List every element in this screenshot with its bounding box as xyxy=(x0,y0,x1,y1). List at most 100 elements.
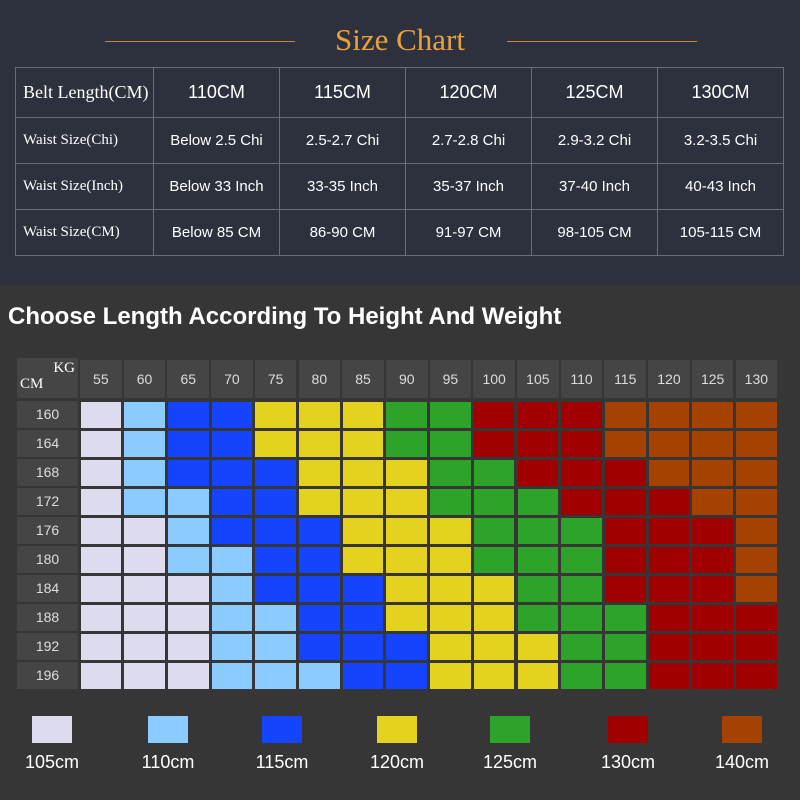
size-cell: 125CM xyxy=(531,67,658,118)
legend-label: 125cm xyxy=(482,752,538,772)
grid-cell xyxy=(124,604,165,631)
grid-cell xyxy=(561,401,602,428)
grid-cell xyxy=(255,633,296,660)
size-cell: 98-105 CM xyxy=(531,209,658,256)
grid-cell xyxy=(211,517,253,544)
grid-cell xyxy=(692,633,733,660)
size-cell: 2.7-2.8 Chi xyxy=(405,117,532,164)
size-cell: 33-35 Inch xyxy=(279,163,406,210)
grid-cell xyxy=(255,546,296,573)
size-row: Belt Length(CM) 110CM 115CM 120CM 125CM 130CM xyxy=(15,67,784,118)
grid-cell xyxy=(80,401,122,428)
axis-corner: KG CM xyxy=(17,358,78,398)
grid-cell xyxy=(736,546,777,573)
grid-cell xyxy=(736,488,777,515)
grid-cell xyxy=(211,604,253,631)
grid-cell xyxy=(473,604,515,631)
grid-cell xyxy=(517,401,559,428)
legend-swatch xyxy=(262,716,302,743)
x-tick-label: 110 xyxy=(560,360,603,398)
size-cell: 86-90 CM xyxy=(279,209,406,256)
grid-cell xyxy=(648,575,690,602)
grid-cell xyxy=(124,575,165,602)
grid-cell xyxy=(473,459,515,486)
grid-cell xyxy=(211,488,253,515)
grid-cell xyxy=(604,488,646,515)
grid-cell xyxy=(517,662,559,689)
grid-cell xyxy=(299,575,340,602)
grid-cell xyxy=(342,546,384,573)
grid-cell xyxy=(386,430,428,457)
grid-cell xyxy=(342,575,384,602)
grid-cell xyxy=(80,575,122,602)
title-divider-left xyxy=(105,41,295,42)
grid-cell xyxy=(561,459,602,486)
row-label: Belt Length(CM) xyxy=(15,67,154,118)
grid-cell xyxy=(124,662,165,689)
legend-swatch xyxy=(377,716,417,743)
size-cell: 2.9-3.2 Chi xyxy=(531,117,658,164)
y-tick-label: 184 xyxy=(17,575,78,602)
grid-cell xyxy=(80,430,122,457)
grid-cell xyxy=(342,488,384,515)
grid-cell xyxy=(386,575,428,602)
grid-cell xyxy=(517,488,559,515)
grid-cell xyxy=(430,633,471,660)
grid-cell xyxy=(604,575,646,602)
grid-cell xyxy=(80,546,122,573)
grid-cell xyxy=(386,633,428,660)
y-tick-label: 196 xyxy=(17,662,78,689)
grid-cell xyxy=(211,633,253,660)
grid-cell xyxy=(604,517,646,544)
y-axis-label: CM xyxy=(20,376,44,392)
grid-cell xyxy=(255,604,296,631)
x-tick-label: 65 xyxy=(167,360,210,398)
size-cell: 130CM xyxy=(657,67,784,118)
grid-cell xyxy=(736,517,777,544)
grid-cell xyxy=(80,604,122,631)
size-cell: 2.5-2.7 Chi xyxy=(279,117,406,164)
size-cell: 91-97 CM xyxy=(405,209,532,256)
x-tick-label: 95 xyxy=(429,360,472,398)
grid-cell xyxy=(692,488,733,515)
grid-cell xyxy=(124,488,165,515)
grid-cell xyxy=(736,401,777,428)
grid-cell xyxy=(255,430,296,457)
grid-cell xyxy=(648,401,690,428)
grid-cell xyxy=(517,546,559,573)
grid-cell xyxy=(80,517,122,544)
x-tick-label: 80 xyxy=(298,360,341,398)
grid-cell xyxy=(299,401,340,428)
grid-cell xyxy=(561,604,602,631)
grid-cell xyxy=(648,459,690,486)
grid-cell xyxy=(648,488,690,515)
grid-cell xyxy=(517,575,559,602)
grid-cell xyxy=(299,488,340,515)
grid-cell xyxy=(604,662,646,689)
grid-cell xyxy=(299,459,340,486)
grid-cell xyxy=(604,430,646,457)
grid-cell xyxy=(736,604,777,631)
grid-cell xyxy=(211,401,253,428)
grid-cell xyxy=(736,430,777,457)
grid-cell xyxy=(80,488,122,515)
grid-cell xyxy=(299,430,340,457)
grid-cell xyxy=(648,517,690,544)
y-tick-label: 180 xyxy=(17,546,78,573)
grid-cell xyxy=(561,633,602,660)
grid-cell xyxy=(167,546,209,573)
grid-cell xyxy=(342,459,384,486)
grid-cell xyxy=(692,401,733,428)
y-tick-label: 188 xyxy=(17,604,78,631)
grid-cell xyxy=(430,430,471,457)
size-cell: Below 33 Inch xyxy=(153,163,280,210)
grid-cell xyxy=(124,459,165,486)
grid-cell xyxy=(430,517,471,544)
size-chart-title: Size Chart xyxy=(335,22,465,57)
grid-cell xyxy=(473,401,515,428)
grid-cell xyxy=(648,430,690,457)
grid-cell xyxy=(211,575,253,602)
grid-cell xyxy=(473,517,515,544)
grid-cell xyxy=(692,517,733,544)
grid-cell xyxy=(167,430,209,457)
